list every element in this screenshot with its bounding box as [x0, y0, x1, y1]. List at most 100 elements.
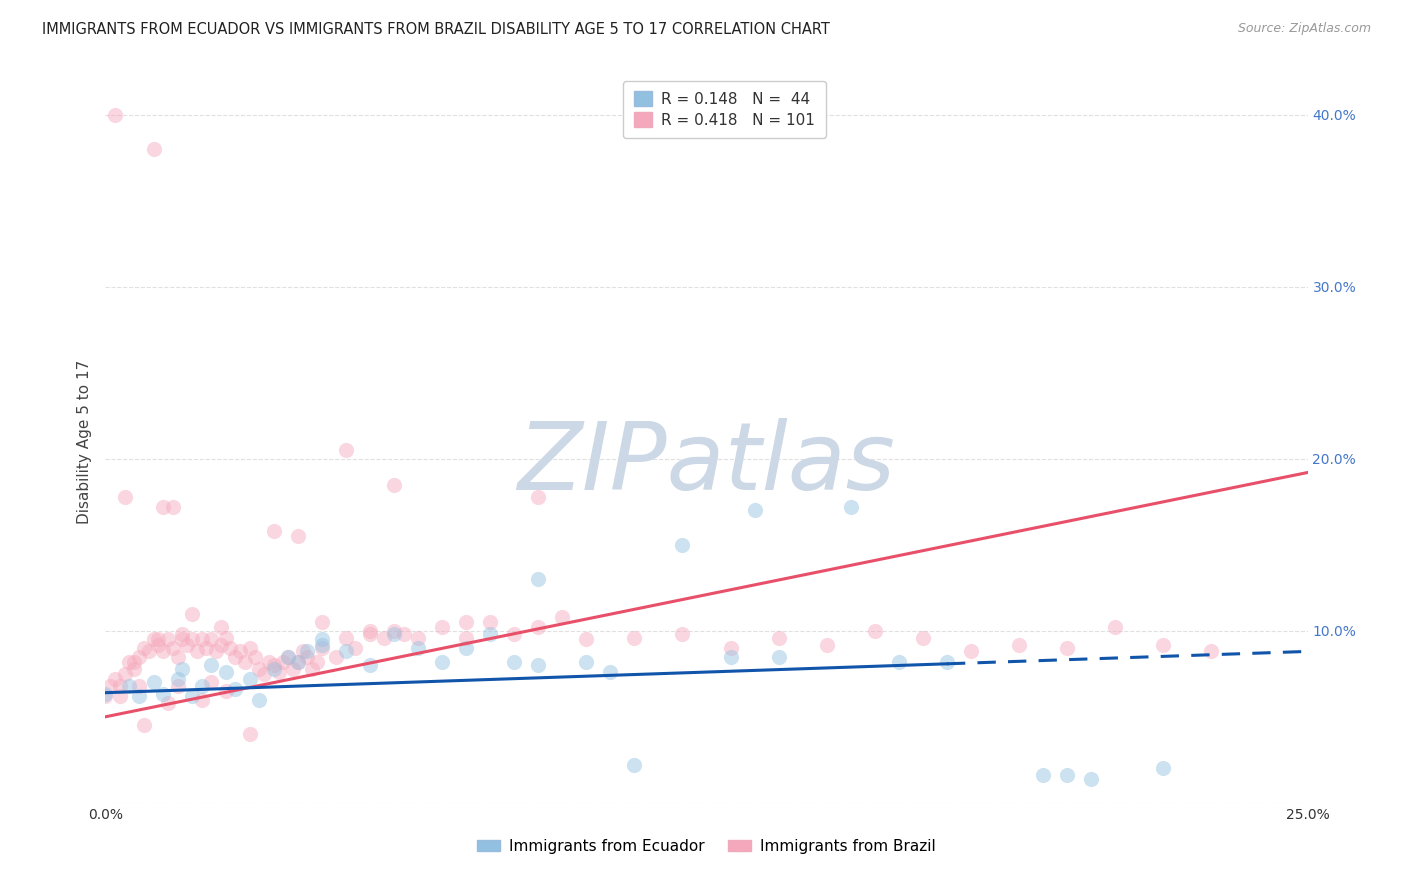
Point [224, 682, 246, 697]
Point [671, 627, 693, 641]
Point [311, 640, 333, 655]
Point [124, 655, 146, 669]
Point [195, 640, 218, 655]
Point [138, 644, 160, 658]
Point [132, 640, 155, 655]
Point [190, 692, 212, 706]
Point [247, 662, 270, 676]
Point [176, 638, 198, 652]
Point [214, 665, 236, 679]
Point [527, 490, 550, 504]
Point [114, 666, 136, 681]
Point [181, 689, 204, 703]
Point [344, 640, 367, 655]
Point [720, 640, 742, 655]
Point [839, 500, 862, 514]
Point [263, 524, 285, 538]
Point [311, 632, 333, 647]
Point [118, 679, 141, 693]
Point [94, 687, 117, 701]
Point [224, 649, 246, 664]
Point [152, 500, 174, 514]
Point [239, 672, 262, 686]
Point [936, 655, 959, 669]
Point [114, 490, 136, 504]
Point [148, 638, 170, 652]
Point [768, 649, 790, 664]
Point [128, 649, 150, 664]
Point [1201, 644, 1223, 658]
Point [281, 662, 304, 676]
Point [671, 538, 693, 552]
Point [132, 718, 155, 732]
Point [503, 627, 526, 641]
Text: ZIPatlas: ZIPatlas [517, 417, 896, 508]
Point [104, 672, 127, 686]
Point [152, 644, 174, 658]
Point [287, 655, 309, 669]
Point [253, 666, 276, 681]
Point [166, 649, 188, 664]
Point [181, 607, 204, 621]
Point [277, 649, 299, 664]
Point [166, 679, 188, 693]
Point [527, 658, 550, 673]
Point [156, 632, 179, 647]
Point [98, 679, 121, 693]
Point [1104, 620, 1126, 634]
Point [190, 679, 212, 693]
Point [1080, 772, 1102, 786]
Point [263, 662, 285, 676]
Point [960, 644, 983, 658]
Point [305, 655, 328, 669]
Point [1152, 638, 1174, 652]
Point [382, 477, 405, 491]
Point [172, 662, 194, 676]
Point [247, 692, 270, 706]
Point [406, 631, 429, 645]
Point [181, 632, 204, 647]
Point [335, 631, 357, 645]
Point [162, 640, 184, 655]
Point [118, 655, 141, 669]
Point [503, 655, 526, 669]
Point [239, 640, 262, 655]
Point [209, 638, 232, 652]
Point [1056, 640, 1078, 655]
Point [277, 649, 299, 664]
Point [205, 644, 228, 658]
Point [142, 632, 165, 647]
Point [186, 644, 208, 658]
Point [359, 624, 381, 638]
Point [172, 632, 194, 647]
Point [128, 689, 150, 703]
Point [382, 627, 405, 641]
Point [479, 627, 502, 641]
Point [359, 627, 381, 641]
Point [243, 649, 266, 664]
Point [551, 610, 574, 624]
Point [291, 644, 314, 658]
Point [214, 631, 236, 645]
Point [382, 624, 405, 638]
Point [273, 655, 295, 669]
Point [156, 696, 179, 710]
Point [172, 627, 194, 641]
Point [430, 655, 453, 669]
Point [142, 142, 165, 156]
Point [623, 631, 645, 645]
Point [392, 627, 415, 641]
Point [148, 632, 170, 647]
Point [219, 640, 242, 655]
Point [575, 655, 598, 669]
Legend: Immigrants from Ecuador, Immigrants from Brazil: Immigrants from Ecuador, Immigrants from… [471, 833, 942, 860]
Point [430, 620, 453, 634]
Point [1056, 768, 1078, 782]
Point [1032, 768, 1054, 782]
Point [239, 727, 262, 741]
Point [209, 620, 232, 634]
Point [94, 689, 117, 703]
Point [527, 572, 550, 586]
Point [863, 624, 886, 638]
Point [527, 620, 550, 634]
